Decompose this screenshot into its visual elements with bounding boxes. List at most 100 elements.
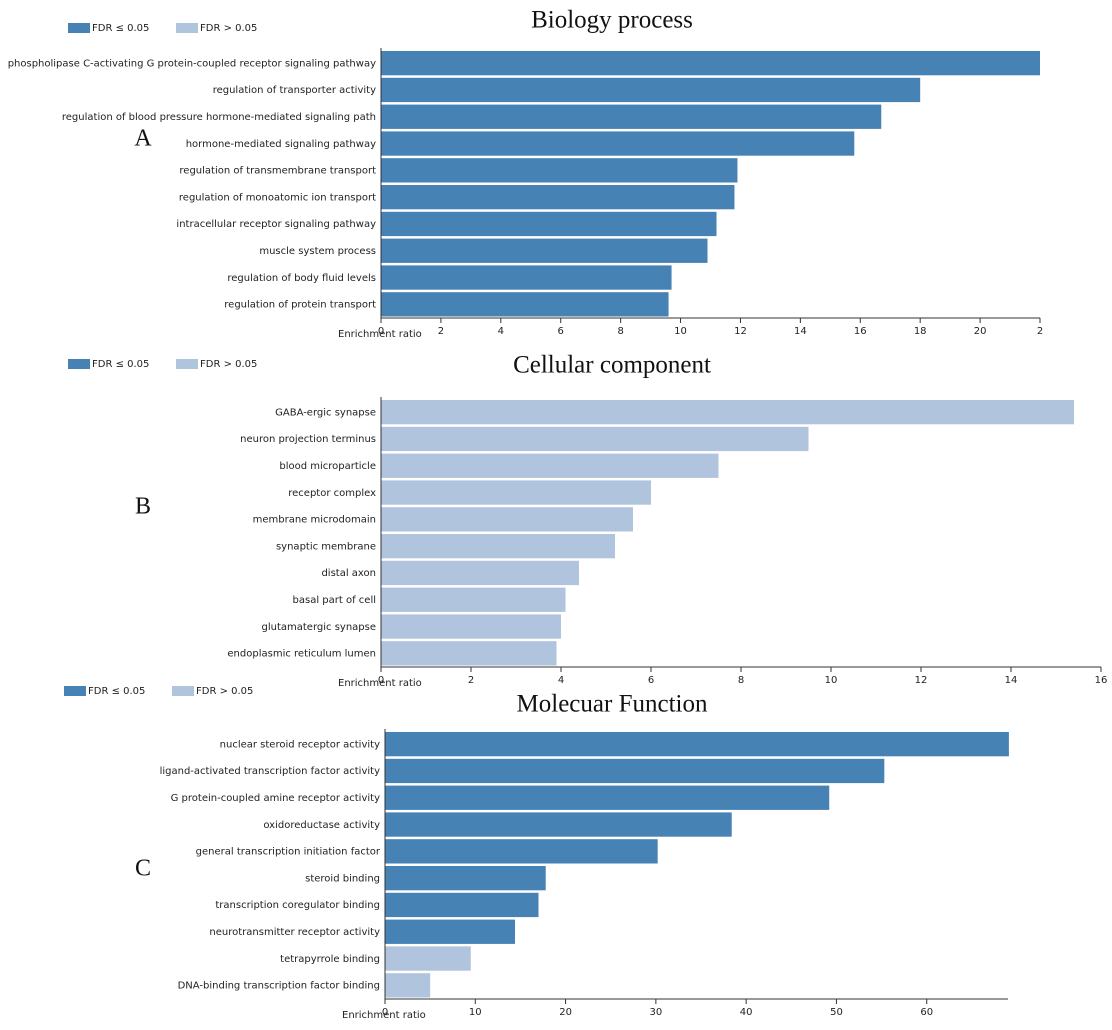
y-tick-label: DNA-binding transcription factor binding — [178, 981, 380, 992]
bar — [385, 973, 431, 998]
x-tick-label: 0 — [382, 1007, 388, 1018]
legend-label: FDR ≤ 0.05 — [88, 686, 145, 697]
y-tick-label: endoplasmic reticulum lumen — [227, 649, 376, 660]
x-tick-label: 4 — [498, 326, 504, 337]
y-tick-label: muscle system process — [259, 246, 376, 257]
bar — [381, 185, 735, 210]
x-tick-label: 8 — [617, 326, 623, 337]
legend-label: FDR ≤ 0.05 — [92, 359, 149, 370]
x-axis-label: Enrichment ratio — [338, 329, 422, 340]
x-tick-label: 40 — [740, 1007, 753, 1018]
chart-title: Biology process — [531, 7, 693, 34]
panel-label: B — [135, 494, 151, 520]
legend-label: FDR > 0.05 — [200, 23, 257, 34]
x-tick-label: 14 — [794, 326, 807, 337]
x-tick-label: 16 — [854, 326, 867, 337]
x-axis-label: Enrichment ratio — [342, 1010, 426, 1021]
chart-title: Cellular component — [513, 352, 711, 379]
x-tick-label: 10 — [825, 675, 838, 686]
x-tick-label: 0 — [378, 675, 384, 686]
panel-label: C — [135, 856, 151, 882]
bar — [381, 587, 566, 612]
legend-swatch — [176, 23, 198, 33]
bar — [381, 131, 855, 156]
bar — [385, 892, 539, 918]
y-tick-label: hormone-mediated signaling pathway — [186, 139, 376, 150]
bar — [381, 211, 717, 237]
y-tick-label: regulation of protein transport — [224, 300, 376, 311]
y-tick-label: regulation of monoatomic ion transport — [179, 192, 376, 203]
y-tick-label: synaptic membrane — [276, 541, 376, 552]
bar — [381, 51, 1040, 76]
legend-swatch — [176, 359, 198, 369]
x-tick-label: 16 — [1095, 675, 1108, 686]
x-tick-label: 20 — [559, 1007, 572, 1018]
y-tick-label: intracellular receptor signaling pathway — [176, 219, 376, 230]
y-tick-label: steroid binding — [305, 873, 380, 884]
bar — [381, 641, 557, 666]
x-tick-label: 50 — [830, 1007, 843, 1018]
y-tick-label: general transcription initiation factor — [196, 847, 381, 858]
x-axis-label: Enrichment ratio — [338, 678, 422, 689]
x-tick-label: 60 — [920, 1007, 933, 1018]
bar — [381, 158, 738, 183]
x-tick-label: 12 — [915, 675, 928, 686]
y-tick-label: regulation of body fluid levels — [227, 273, 376, 284]
bar — [381, 400, 1074, 425]
y-tick-label: membrane microdomain — [253, 515, 376, 526]
y-tick-label: receptor complex — [288, 488, 376, 499]
bar — [381, 534, 615, 559]
y-tick-label: ligand-activated transcription factor ac… — [160, 766, 380, 777]
x-tick-label: 0 — [378, 326, 384, 337]
bar — [381, 507, 633, 532]
bar — [381, 104, 882, 129]
bar — [381, 77, 921, 103]
bar — [381, 426, 809, 452]
x-tick-label: 12 — [734, 326, 747, 337]
y-tick-label: GABA-ergic synapse — [275, 407, 376, 418]
x-tick-label: 2 — [1037, 326, 1043, 337]
x-tick-label: 18 — [914, 326, 927, 337]
legend-swatch — [68, 23, 90, 33]
bar — [385, 946, 471, 971]
x-tick-label: 20 — [974, 326, 987, 337]
legend-swatch — [172, 686, 194, 696]
bar — [381, 238, 708, 263]
x-tick-label: 8 — [738, 675, 744, 686]
y-tick-label: neuron projection terminus — [240, 434, 376, 445]
y-tick-label: regulation of transmembrane transport — [179, 166, 376, 177]
legend-label: FDR > 0.05 — [196, 686, 253, 697]
x-tick-label: 30 — [650, 1007, 663, 1018]
y-tick-label: regulation of transporter activity — [213, 85, 376, 96]
x-tick-label: 10 — [469, 1007, 482, 1018]
y-tick-label: transcription coregulator binding — [215, 900, 380, 911]
y-tick-label: oxidoreductase activity — [263, 820, 380, 831]
bar — [381, 614, 561, 639]
y-tick-label: neurotransmitter receptor activity — [209, 927, 380, 938]
bar — [385, 812, 732, 837]
y-tick-label: nuclear steroid receptor activity — [220, 739, 380, 750]
y-tick-label: blood microparticle — [279, 461, 376, 472]
y-tick-label: glutamatergic synapse — [262, 622, 377, 633]
legend-swatch — [68, 359, 90, 369]
y-tick-label: tetrapyrrole binding — [280, 954, 380, 965]
bar — [385, 758, 885, 784]
x-tick-label: 14 — [1005, 675, 1018, 686]
bar — [385, 839, 658, 864]
y-tick-label: basal part of cell — [293, 595, 376, 606]
y-tick-label: distal axon — [321, 568, 376, 579]
x-tick-label: 10 — [674, 326, 687, 337]
bar — [381, 292, 669, 317]
bar — [381, 480, 651, 505]
bar — [385, 732, 1009, 757]
y-tick-label: phospholipase C-activating G protein-cou… — [8, 58, 376, 69]
panel-label: A — [134, 126, 152, 152]
chart-title: Molecuar Function — [517, 691, 708, 718]
bar — [385, 785, 830, 810]
legend-label: FDR ≤ 0.05 — [92, 23, 149, 34]
x-tick-label: 4 — [558, 675, 564, 686]
bar — [381, 453, 719, 478]
legend-label: FDR > 0.05 — [200, 359, 257, 370]
legend-swatch — [64, 686, 86, 696]
bar — [385, 866, 546, 891]
